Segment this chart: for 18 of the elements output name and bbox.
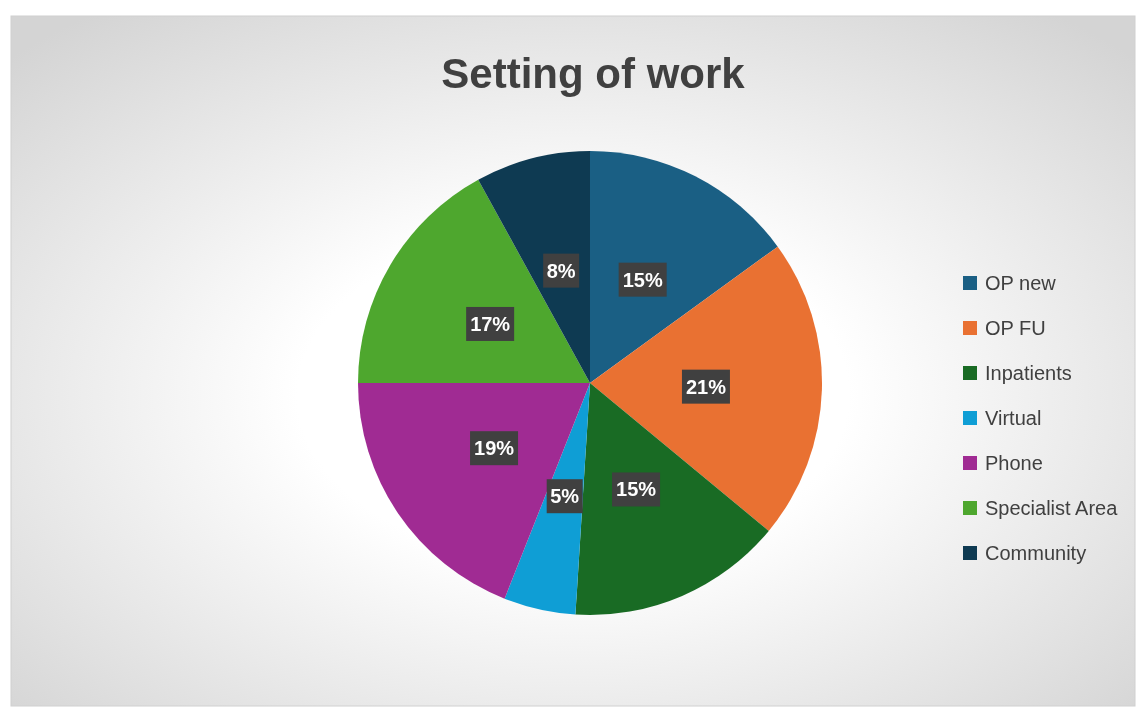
legend-label: Specialist Area [985,497,1119,519]
legend-label: Virtual [985,407,1042,429]
data-label: 21% [685,375,727,398]
data-label: 19% [474,437,515,460]
data-label: 15% [616,478,657,501]
data-label: 15% [622,268,663,291]
legend-label: Phone [985,452,1043,474]
pie-slice [358,383,590,599]
legend-label: Inpatients [985,362,1072,384]
data-label: 5% [550,485,580,508]
legend-label: OP new [985,272,1057,294]
pie-slice [590,246,822,531]
pie-slice [358,179,590,383]
data-label: 8% [546,259,576,282]
chart-title: Setting of work [441,50,746,97]
legend-label: OP FU [985,317,1046,339]
data-label: 17% [470,312,511,335]
legend-label: Community [985,542,1087,564]
